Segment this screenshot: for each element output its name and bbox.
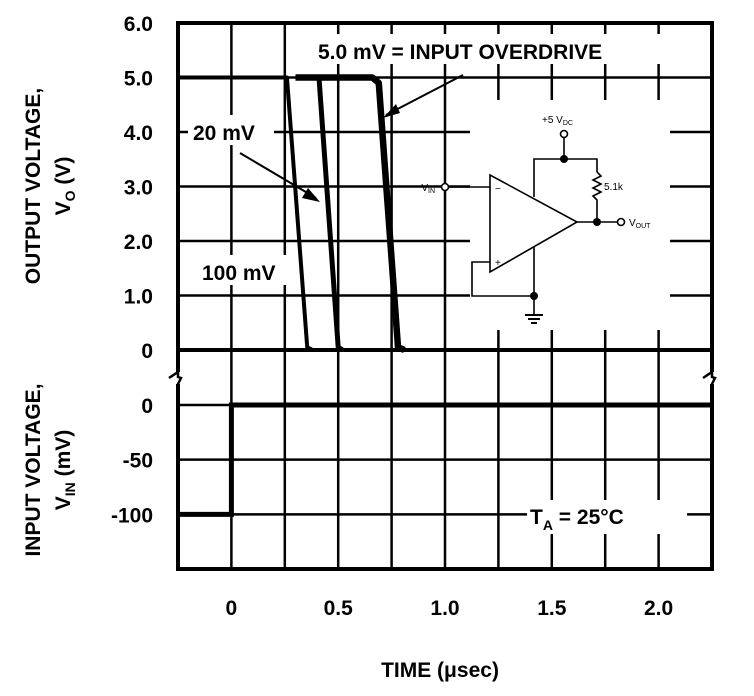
circuit-schematic: +5 VDC VIN VOUT 5.1k − + [421, 100, 670, 330]
annotation-20mv: 20 mV [193, 122, 255, 145]
axis-break-marker [702, 369, 717, 387]
x-tick-label: 2.0 [644, 597, 673, 620]
y-tick-label-output: 3.0 [124, 177, 153, 200]
annotation-100mv: 100 mV [202, 262, 276, 285]
resistor-symbol [591, 171, 603, 222]
inverting-input-sign: − [495, 184, 501, 195]
x-tick-label: 0.5 [324, 597, 354, 620]
vin-label: VIN [421, 183, 435, 195]
y-axis-label-input-line1: INPUT VOLTAGE, [22, 383, 45, 556]
arrowhead-overdrive [383, 104, 400, 118]
x-axis-label: TIME (μsec) [381, 659, 499, 682]
output-trace-0 [178, 75, 712, 352]
y-axis-label-output-line1: OUTPUT VOLTAGE, [22, 88, 45, 284]
annotation-overdrive: 5.0 mV = INPUT OVERDRIVE [318, 41, 602, 64]
annotation-temperature: TA = 25°C [530, 506, 624, 533]
y-tick-label-output: 6.0 [124, 13, 153, 36]
output-trace-1 [316, 77, 344, 353]
y-tick-label-input: 0 [141, 395, 153, 418]
y-tick-label-input: -100 [111, 504, 153, 527]
supply-label: +5 VDC [542, 115, 573, 127]
y-tick-label-input: -50 [123, 450, 153, 473]
y-tick-label-output: 4.0 [124, 122, 153, 145]
x-tick-label: 1.5 [537, 597, 567, 620]
y-tick-label-output: 5.0 [124, 68, 153, 91]
y-axis-label-output-line2: VO (V) [52, 157, 78, 216]
arrowhead-20mv [302, 188, 320, 202]
y-tick-label-output: 1.0 [124, 286, 153, 309]
y-axis-label-input-line2: VIN (mV) [52, 430, 78, 511]
tick-labels: 0 0.5 1.0 1.5 2.0 0 1.0 2.0 3.0 4.0 5.0 6.0 0 -50 -100 [111, 13, 673, 620]
output-trace-2 [295, 74, 406, 353]
noninverting-input-sign: + [495, 258, 501, 269]
plot-frame-upper [176, 21, 714, 372]
y-tick-label-output: 2.0 [124, 231, 153, 254]
plot-frame-lower [176, 384, 714, 571]
y-tick-label-output: 0 [141, 340, 153, 363]
axis-break-marker [168, 369, 183, 387]
resistor-label: 5.1k [604, 182, 624, 193]
arrow-20mv [239, 152, 317, 199]
input-trace [178, 402, 712, 517]
vout-label: VOUT [629, 218, 651, 230]
x-tick-label: 0 [226, 597, 238, 620]
x-tick-label: 1.0 [430, 597, 459, 620]
arrow-overdrive [385, 74, 464, 116]
traces [178, 74, 712, 517]
